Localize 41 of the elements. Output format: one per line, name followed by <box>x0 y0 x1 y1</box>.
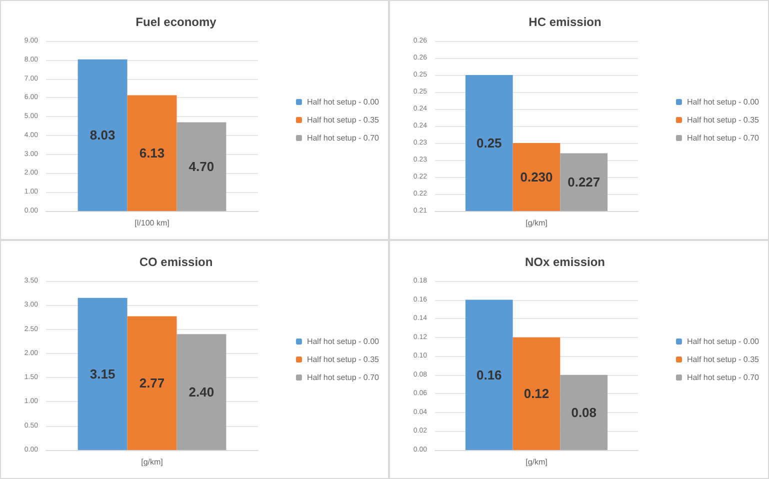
bar <box>465 300 513 450</box>
bar <box>560 374 608 450</box>
x-tick-label: [g/km] <box>526 458 548 466</box>
text: 0.227 <box>568 174 600 190</box>
legend-label: Half hot setup - 0.00 <box>686 337 760 346</box>
text: 0.12 <box>524 386 550 402</box>
text: 4.70 <box>188 159 214 174</box>
x-tick-label: [l/100 km] <box>134 218 170 228</box>
chart-title: HC emission <box>528 15 602 29</box>
text: 2.77 <box>139 376 165 391</box>
legend-label: Half hot setup - 0.35 <box>306 355 380 364</box>
text: 0.16 <box>476 367 502 382</box>
bar <box>176 334 226 450</box>
x-tick-label: [g/km] <box>526 218 548 228</box>
bar <box>512 337 560 450</box>
chart-title: CO emission <box>139 255 213 269</box>
legend-label: Half hot setup - 0.70 <box>306 134 380 142</box>
bar <box>78 59 128 211</box>
legend-label: Half hot setup - 0.70 <box>686 134 760 142</box>
text: 2.40 <box>188 384 214 400</box>
bar <box>127 95 177 211</box>
text: 6.13 <box>139 146 165 161</box>
chart-title: NOx emission <box>524 255 606 269</box>
legend-label: Half hot setup - 0.00 <box>306 337 380 346</box>
x-tick-label: [g/km] <box>141 458 163 466</box>
chart-title: Fuel economy <box>136 15 217 29</box>
legend-label: Half hot setup - 0.00 <box>306 98 380 106</box>
text: 0.230 <box>520 170 553 184</box>
legend-label: Half hot setup - 0.70 <box>306 373 380 382</box>
text: 0.08 <box>571 404 597 420</box>
text: 0.25 <box>476 136 502 150</box>
legend-label: Half hot setup - 0.35 <box>686 116 760 124</box>
legend-label: Half hot setup - 0.70 <box>686 373 760 382</box>
bar <box>78 298 128 450</box>
text: 8.03 <box>90 128 116 143</box>
bar <box>127 316 177 450</box>
legend-label: Half hot setup - 0.35 <box>686 355 760 364</box>
bar <box>176 122 226 211</box>
legend-label: Half hot setup - 0.00 <box>686 98 760 106</box>
text: 3.15 <box>90 366 116 382</box>
legend-label: Half hot setup - 0.35 <box>306 116 380 124</box>
